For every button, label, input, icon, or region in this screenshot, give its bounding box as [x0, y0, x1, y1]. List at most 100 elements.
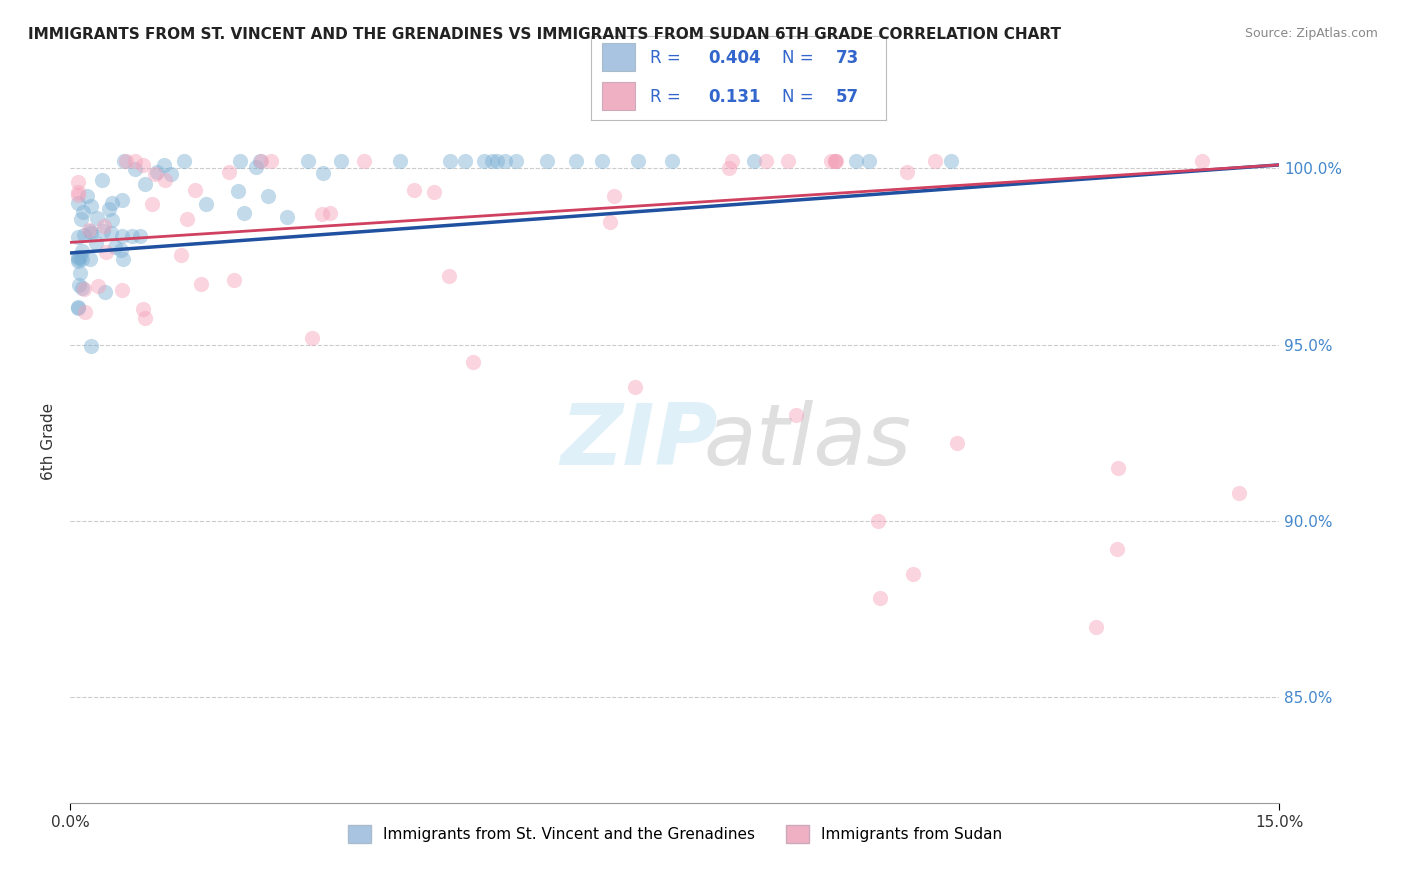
Point: [75, 305, 97, 319]
Point: [437, 269, 460, 284]
Point: [941, 154, 963, 169]
Point: [404, 183, 426, 197]
Point: [69, 266, 91, 280]
Text: 57: 57: [835, 87, 859, 105]
Point: [311, 207, 333, 221]
Point: [896, 165, 918, 179]
Text: Source: ZipAtlas.com: Source: ZipAtlas.com: [1244, 27, 1378, 40]
Point: [72, 205, 94, 219]
Point: [121, 228, 143, 243]
Point: [76, 188, 98, 202]
Point: [924, 154, 946, 169]
Point: [93, 219, 115, 234]
Point: [160, 167, 183, 181]
Point: [423, 185, 446, 199]
Point: [124, 154, 146, 169]
Point: [153, 172, 176, 186]
Point: [257, 188, 280, 202]
Point: [67, 187, 90, 202]
Point: [222, 272, 245, 286]
Point: [485, 154, 508, 169]
Point: [67, 277, 90, 292]
Point: [77, 223, 100, 237]
Point: [1107, 461, 1129, 475]
Point: [439, 154, 461, 169]
Point: [132, 158, 155, 172]
Point: [946, 436, 969, 450]
Bar: [602, 82, 636, 111]
Point: [67, 230, 90, 244]
Point: [67, 186, 90, 200]
Point: [79, 224, 101, 238]
Point: [152, 158, 174, 172]
Point: [250, 154, 273, 169]
Point: [67, 300, 90, 314]
Point: [145, 167, 167, 181]
Point: [233, 206, 256, 220]
Point: [776, 154, 799, 169]
Point: [297, 154, 319, 169]
Text: IMMIGRANTS FROM ST. VINCENT AND THE GRENADINES VS IMMIGRANTS FROM SUDAN 6TH GRAD: IMMIGRANTS FROM ST. VINCENT AND THE GREN…: [28, 27, 1062, 42]
Point: [132, 301, 155, 316]
Point: [67, 254, 90, 268]
Text: N =: N =: [782, 87, 820, 105]
Point: [249, 154, 271, 169]
Point: [70, 244, 93, 258]
Point: [627, 154, 650, 169]
Point: [80, 199, 103, 213]
Point: [97, 202, 120, 216]
Text: atlas: atlas: [704, 400, 912, 483]
Point: [87, 279, 110, 293]
Point: [903, 566, 925, 581]
Point: [603, 188, 626, 202]
Point: [312, 166, 335, 180]
Bar: [602, 44, 636, 71]
Text: R =: R =: [650, 49, 686, 67]
Point: [259, 154, 281, 169]
Point: [111, 283, 134, 297]
Point: [128, 229, 150, 244]
Point: [67, 196, 90, 211]
Point: [67, 252, 90, 267]
Point: [101, 195, 124, 210]
Point: [869, 591, 891, 606]
Text: N =: N =: [782, 49, 820, 67]
Point: [91, 224, 114, 238]
Point: [194, 197, 217, 211]
Point: [134, 177, 156, 191]
Point: [184, 183, 207, 197]
Point: [845, 154, 868, 169]
Point: [229, 154, 252, 169]
Point: [717, 161, 740, 176]
Point: [245, 160, 267, 174]
Y-axis label: 6th Grade: 6th Grade: [41, 403, 56, 480]
Point: [110, 243, 132, 257]
Point: [1227, 485, 1250, 500]
Point: [115, 154, 138, 169]
Point: [73, 228, 96, 243]
Point: [623, 380, 645, 394]
Point: [124, 162, 146, 177]
Point: [599, 215, 621, 229]
Point: [755, 154, 778, 169]
Point: [472, 154, 495, 169]
Point: [1085, 619, 1108, 633]
Point: [67, 175, 90, 189]
Point: [100, 213, 122, 227]
Point: [481, 154, 503, 169]
Point: [505, 154, 527, 169]
Point: [1107, 542, 1129, 557]
Point: [112, 154, 135, 169]
Point: [301, 330, 323, 344]
Point: [141, 196, 163, 211]
Point: [91, 173, 114, 187]
Point: [858, 154, 880, 169]
Point: [591, 154, 613, 169]
Point: [104, 240, 127, 254]
Point: [1191, 154, 1213, 169]
Point: [134, 311, 156, 326]
Point: [226, 184, 249, 198]
Text: 0.131: 0.131: [709, 87, 761, 105]
Point: [69, 250, 91, 264]
Point: [70, 252, 93, 266]
